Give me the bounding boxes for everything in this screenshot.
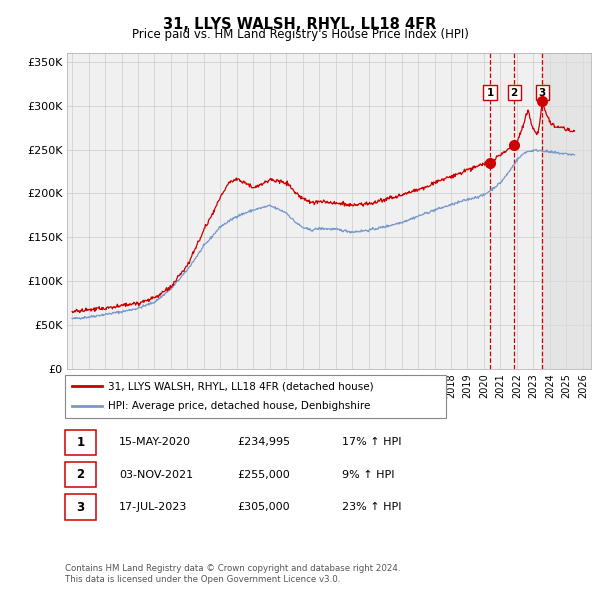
Text: £234,995: £234,995 <box>237 437 290 447</box>
Text: 9% ↑ HPI: 9% ↑ HPI <box>342 470 395 480</box>
Text: 03-NOV-2021: 03-NOV-2021 <box>119 470 193 480</box>
Text: 1: 1 <box>487 87 494 97</box>
Text: 2: 2 <box>76 468 85 481</box>
Text: 2: 2 <box>511 87 518 97</box>
Bar <box>542 53 591 369</box>
Text: 3: 3 <box>76 500 85 514</box>
Text: 1: 1 <box>76 435 85 449</box>
Text: HPI: Average price, detached house, Denbighshire: HPI: Average price, detached house, Denb… <box>108 401 370 411</box>
Text: 23% ↑ HPI: 23% ↑ HPI <box>342 502 401 512</box>
Text: 17-JUL-2023: 17-JUL-2023 <box>119 502 187 512</box>
Text: £305,000: £305,000 <box>237 502 290 512</box>
Text: 3: 3 <box>539 87 546 97</box>
Text: 15-MAY-2020: 15-MAY-2020 <box>119 437 191 447</box>
Text: £255,000: £255,000 <box>237 470 290 480</box>
Text: This data is licensed under the Open Government Licence v3.0.: This data is licensed under the Open Gov… <box>65 575 340 584</box>
Text: Price paid vs. HM Land Registry's House Price Index (HPI): Price paid vs. HM Land Registry's House … <box>131 28 469 41</box>
Text: Contains HM Land Registry data © Crown copyright and database right 2024.: Contains HM Land Registry data © Crown c… <box>65 565 400 573</box>
Text: 31, LLYS WALSH, RHYL, LL18 4FR (detached house): 31, LLYS WALSH, RHYL, LL18 4FR (detached… <box>108 381 374 391</box>
Text: 31, LLYS WALSH, RHYL, LL18 4FR: 31, LLYS WALSH, RHYL, LL18 4FR <box>163 17 437 31</box>
Text: 17% ↑ HPI: 17% ↑ HPI <box>342 437 401 447</box>
